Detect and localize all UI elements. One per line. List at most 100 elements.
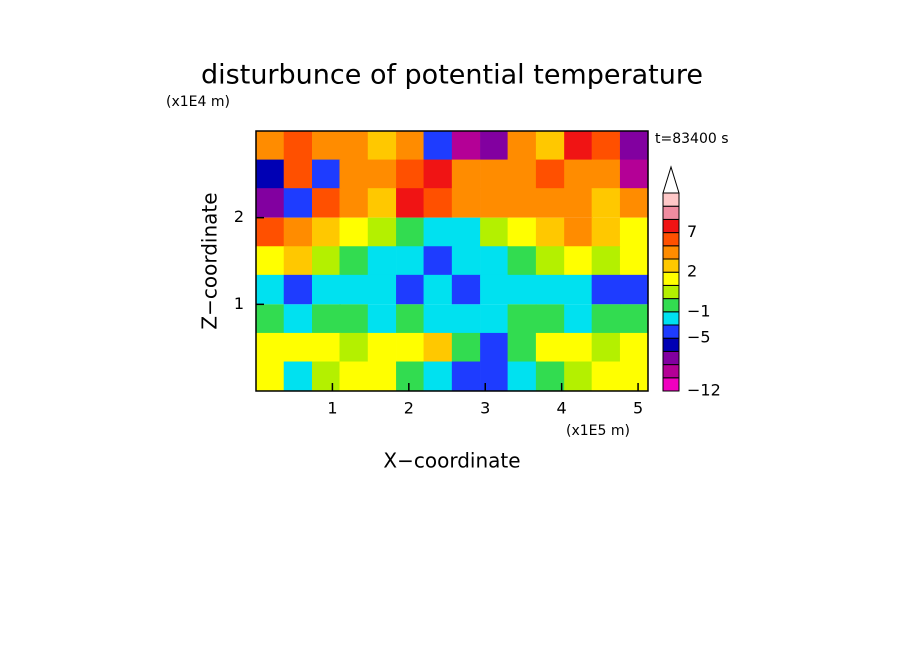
contour-cell (423, 246, 453, 276)
contour-cell (396, 159, 425, 190)
colorbar-box (662, 205, 680, 220)
contour-cell (564, 217, 593, 248)
contour-cell (480, 217, 509, 248)
colorbar-box (662, 311, 680, 326)
contour-cell (396, 304, 425, 334)
colorbar-box (662, 324, 680, 339)
contour-cell (507, 130, 537, 161)
contour-cell (312, 217, 341, 248)
contour-cell (591, 130, 621, 161)
contour-cell (480, 188, 509, 218)
contour-cell (480, 159, 509, 190)
contour-cell (564, 361, 593, 392)
contour-cell (535, 159, 565, 190)
contour-cell (564, 304, 593, 334)
contour-cell (619, 188, 649, 218)
contour-cell (619, 246, 649, 276)
x-unit: (x1E5 m) (566, 423, 630, 439)
contour-cell (367, 304, 397, 334)
contour-cell (535, 332, 565, 363)
contour-cell (564, 130, 593, 161)
colorbar-box (662, 271, 680, 286)
contour-cell (480, 304, 509, 334)
x-axis-title: X−coordinate (383, 449, 520, 473)
contour-cell (339, 332, 369, 363)
colorbar-box (662, 232, 680, 247)
contour-cell (451, 332, 481, 363)
colorbar-tick-label: −5 (687, 328, 711, 347)
contour-cell (535, 304, 565, 334)
contour-cell (312, 188, 341, 218)
x-tick-label: 4 (557, 399, 567, 418)
contour-cell (591, 246, 621, 276)
contour-cell (535, 217, 565, 248)
contour-cell (367, 274, 397, 305)
colorbar-box (662, 337, 680, 352)
contour-cell (619, 332, 649, 363)
colorbar-box (662, 258, 680, 273)
contour-cell (423, 332, 453, 363)
contour-cell (423, 130, 453, 161)
contour-cell (591, 304, 621, 334)
contour-cell (619, 130, 649, 161)
contour-cell (591, 274, 621, 305)
contour-cell (312, 332, 341, 363)
contour-cell (535, 130, 565, 161)
contour-cell (283, 361, 313, 392)
colorbar-box (662, 298, 680, 313)
contour-cell (339, 130, 369, 161)
contour-cell (339, 361, 369, 392)
contour-cell (451, 361, 481, 392)
contour-cell (255, 246, 285, 276)
contour-cell (312, 361, 341, 392)
contour-cell (564, 188, 593, 218)
contour-cell (507, 246, 537, 276)
contour-cell (591, 217, 621, 248)
contour-cell (339, 246, 369, 276)
x-tick-label: 3 (480, 399, 490, 418)
contour-cell (283, 274, 313, 305)
contour-cell (396, 361, 425, 392)
contour-cell (507, 361, 537, 392)
contour-cell (339, 304, 369, 334)
contour-cell (451, 130, 481, 161)
contour-cell (480, 361, 509, 392)
contour-cell (507, 188, 537, 218)
colorbar-tick-label: −1 (687, 301, 711, 320)
contour-cell (339, 217, 369, 248)
x-tick-label: 1 (327, 399, 337, 418)
contour-cell (535, 188, 565, 218)
contour-cell (451, 159, 481, 190)
contour-cell (367, 361, 397, 392)
contour-cell (619, 361, 649, 392)
contour-cell (619, 217, 649, 248)
contour-cell (396, 274, 425, 305)
chart-title: disturbunce of potential temperature (201, 60, 703, 91)
contour-cell (480, 332, 509, 363)
contour-cell (396, 130, 425, 161)
colorbar-extension (662, 165, 680, 194)
x-tick-label: 2 (404, 399, 414, 418)
contour-cell (480, 130, 509, 161)
contour-cell (283, 188, 313, 218)
contour-cell (507, 332, 537, 363)
contour-cell (312, 246, 341, 276)
contour-cell (396, 246, 425, 276)
contour-cell (312, 304, 341, 334)
contour-cell (339, 159, 369, 190)
contour-cell (591, 361, 621, 392)
y-tick-label: 2 (234, 207, 244, 226)
contour-cell (423, 188, 453, 218)
contour-cell (283, 130, 313, 161)
contour-cell (451, 188, 481, 218)
contour-cell (367, 159, 397, 190)
contour-cell (255, 332, 285, 363)
contour-cell (535, 274, 565, 305)
contour-cell (591, 188, 621, 218)
contour-cell (564, 159, 593, 190)
contour-cell (423, 304, 453, 334)
y-tick-label: 1 (234, 294, 244, 313)
contour-cell (507, 159, 537, 190)
contour-cell (564, 246, 593, 276)
contour-cell (451, 274, 481, 305)
